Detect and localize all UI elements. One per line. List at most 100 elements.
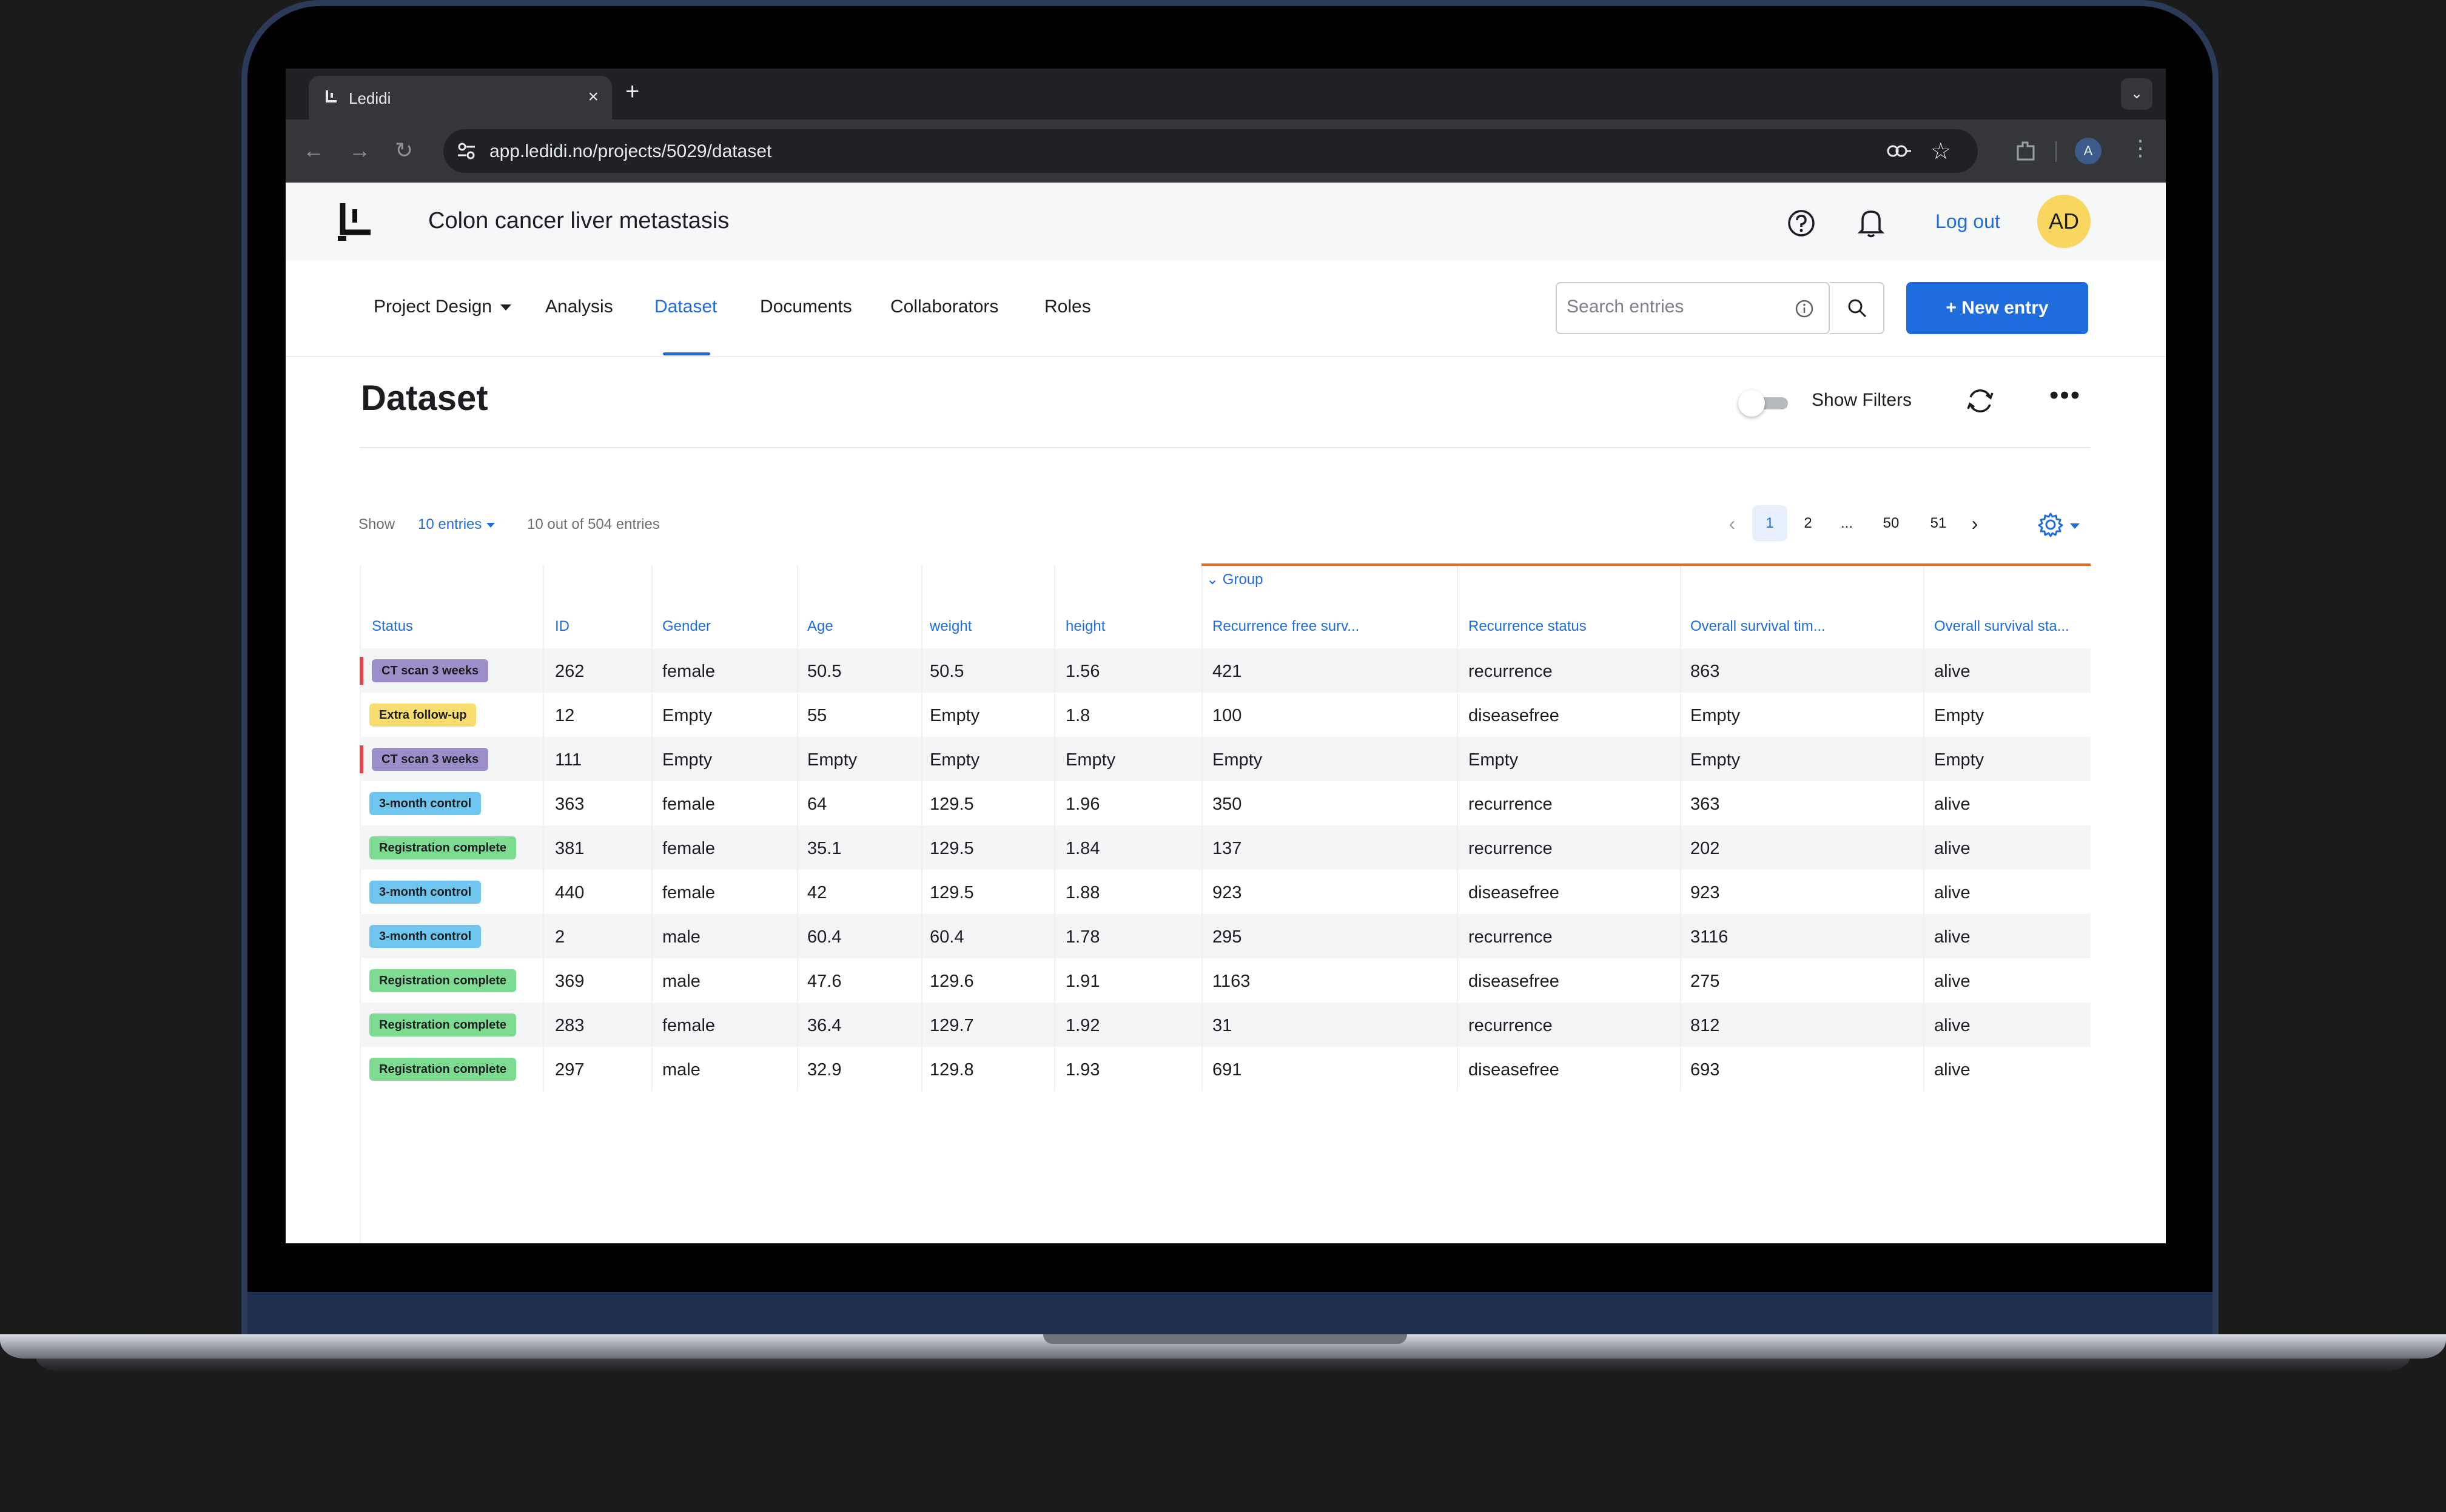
search-input[interactable] xyxy=(1567,297,1767,317)
table-cell: 363 xyxy=(1690,795,1720,814)
back-arrow-icon[interactable]: ← xyxy=(303,138,324,163)
tab-dataset[interactable]: Dataset xyxy=(654,297,717,317)
page-50[interactable]: 50 xyxy=(1883,515,1900,531)
table-cell: 137 xyxy=(1212,839,1242,858)
status-badge: Extra follow-up xyxy=(369,704,477,727)
address-bar[interactable]: app.ledidi.no/projects/5029/dataset ☆ xyxy=(443,129,1978,173)
bookmark-star-icon[interactable]: ☆ xyxy=(1930,139,1951,164)
table-cell: 100 xyxy=(1212,706,1242,725)
search-box xyxy=(1556,282,1830,334)
more-options-icon[interactable]: ••• xyxy=(2049,380,2081,410)
page-1[interactable]: 1 xyxy=(1752,505,1787,542)
table-row[interactable]: 3-month control 2 male 60.4 60.4 1.78 295 recur… xyxy=(360,914,2091,958)
entries-per-page-select[interactable]: 10 entries xyxy=(418,516,496,533)
table-row[interactable]: CT scan 3 weeks 262 female 50.5 50.5 1.56 421 r… xyxy=(360,648,2091,693)
ledidi-logo-icon[interactable] xyxy=(334,201,375,242)
table-row[interactable]: 3-month control 440 female 42 129.5 1.88 923 di… xyxy=(360,870,2091,914)
column-divider xyxy=(543,566,544,1091)
reload-icon[interactable]: ↻ xyxy=(395,138,414,163)
column-header[interactable]: Overall survival tim... xyxy=(1690,618,1826,634)
tab-close-icon[interactable]: × xyxy=(588,87,599,107)
column-header[interactable]: weight xyxy=(930,618,972,634)
tab-analysis[interactable]: Analysis xyxy=(545,297,613,317)
extensions-puzzle-icon[interactable] xyxy=(2014,139,2038,163)
column-divider xyxy=(1680,566,1681,1091)
browser-menu-icon[interactable]: ⋮ xyxy=(2129,135,2151,160)
table-settings-gear-icon[interactable] xyxy=(2037,511,2064,538)
table-cell: female xyxy=(662,662,716,681)
tab-project-design[interactable]: Project Design xyxy=(374,297,512,317)
table-cell: female xyxy=(662,883,716,902)
search-icon xyxy=(1848,299,1867,318)
tab-bar: Ledidi × + ⌄ xyxy=(286,69,2166,119)
group-toggle[interactable]: ⌄ Group xyxy=(1206,571,1263,588)
table-cell: 1.8 xyxy=(1066,706,1090,725)
search-button[interactable] xyxy=(1830,282,1884,334)
column-header[interactable]: Age xyxy=(807,618,833,634)
table-cell: 129.8 xyxy=(930,1060,974,1080)
group-header-bar xyxy=(1201,563,2091,566)
table-cell: 60.4 xyxy=(807,927,842,947)
tab-roles[interactable]: Roles xyxy=(1044,297,1091,317)
column-header[interactable]: height xyxy=(1066,618,1106,634)
table-cell: male xyxy=(662,1060,701,1080)
app-header: Colon cancer liver metastasis Log out AD xyxy=(286,183,2166,260)
new-tab-icon[interactable]: + xyxy=(625,78,640,105)
column-header[interactable]: Gender xyxy=(662,618,711,634)
table-cell: 812 xyxy=(1690,1016,1720,1035)
status-badge: Registration complete xyxy=(369,1058,517,1081)
table-cell: 1.96 xyxy=(1066,795,1100,814)
tab-search-chevron-icon[interactable]: ⌄ xyxy=(2121,78,2152,110)
table-cell: 283 xyxy=(555,1016,585,1035)
table-cell: 421 xyxy=(1212,662,1242,681)
column-header[interactable]: Overall survival sta... xyxy=(1934,618,2069,634)
column-header[interactable]: ID xyxy=(555,618,570,634)
refresh-icon[interactable] xyxy=(1964,385,1996,417)
row-flag-marker xyxy=(360,657,363,685)
table-cell: 350 xyxy=(1212,795,1242,814)
browser-toolbar: ← → ↻ app.ledidi.no/projects/5029/datase… xyxy=(286,119,2166,183)
table-row[interactable]: Extra follow-up 12 Empty 55 Empty 1.8 100 disea… xyxy=(360,693,2091,737)
tab-documents[interactable]: Documents xyxy=(760,297,852,317)
column-header[interactable]: Recurrence free surv... xyxy=(1212,618,1360,634)
show-filters-toggle[interactable] xyxy=(1738,390,1789,417)
table-header: Status ID Gender Age weight height Recurrence … xyxy=(360,602,2091,648)
show-label: Show xyxy=(358,516,395,533)
user-avatar[interactable]: AD xyxy=(2037,195,2091,248)
laptop-shadow xyxy=(36,1359,2410,1373)
table-row[interactable]: Registration complete 283 female 36.4 129.7 1… xyxy=(360,1003,2091,1047)
table-row[interactable]: CT scan 3 weeks 111 Empty Empty Empty Empty Em… xyxy=(360,737,2091,781)
new-entry-button[interactable]: + New entry xyxy=(1906,282,2088,334)
tab-collaborators[interactable]: Collaborators xyxy=(890,297,999,317)
laptop-notch xyxy=(1043,1334,1407,1344)
info-icon[interactable] xyxy=(1795,299,1814,318)
table-row[interactable]: Registration complete 297 male 32.9 129.8 1.9… xyxy=(360,1047,2091,1091)
table-cell: recurrence xyxy=(1468,795,1553,814)
password-key-icon[interactable] xyxy=(1886,141,1912,161)
table-cell: 202 xyxy=(1690,839,1720,858)
logout-link[interactable]: Log out xyxy=(1935,210,2000,232)
table-cell: 35.1 xyxy=(807,839,842,858)
table-row[interactable]: 3-month control 363 female 64 129.5 1.96 350 re… xyxy=(360,781,2091,825)
column-header[interactable]: Recurrence status xyxy=(1468,618,1587,634)
page-2[interactable]: 2 xyxy=(1804,515,1812,531)
status-badge: Registration complete xyxy=(369,1013,517,1037)
profile-avatar[interactable]: A xyxy=(2075,138,2102,164)
chevron-down-icon[interactable] xyxy=(2070,523,2080,529)
forward-arrow-icon[interactable]: → xyxy=(349,138,371,163)
table-cell: male xyxy=(662,927,701,947)
table-cell: 50.5 xyxy=(930,662,964,681)
column-header[interactable]: Status xyxy=(372,618,414,634)
next-page-icon[interactable]: › xyxy=(1971,512,1978,534)
table-row[interactable]: Registration complete 369 male 47.6 129.6 1.9… xyxy=(360,958,2091,1003)
table-cell: 863 xyxy=(1690,662,1720,681)
site-settings-icon[interactable] xyxy=(455,140,477,162)
column-divider xyxy=(1923,566,1924,1091)
browser-tab[interactable]: Ledidi × xyxy=(309,76,612,119)
notifications-bell-icon[interactable] xyxy=(1856,207,1886,238)
page-51[interactable]: 51 xyxy=(1930,515,1947,531)
prev-page-icon[interactable]: ‹ xyxy=(1729,512,1736,534)
table-row[interactable]: Registration complete 381 female 35.1 129.5 1… xyxy=(360,825,2091,870)
help-icon[interactable] xyxy=(1787,209,1815,237)
